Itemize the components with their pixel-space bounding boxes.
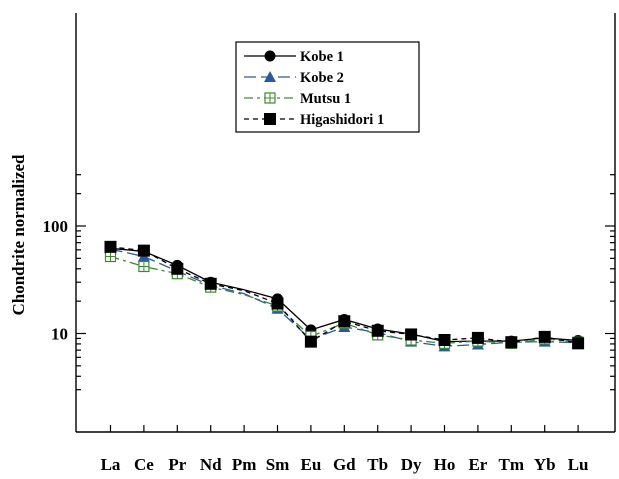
data-point-higashidori-1-pr	[171, 262, 184, 275]
y-axis-label: Chondrite normalized	[9, 154, 28, 316]
series-markers	[104, 240, 585, 352]
legend: Kobe 1 Kobe 2 Mutsu 1 Higashidori 1	[235, 41, 420, 133]
data-point-higashidori-1-gd	[338, 315, 351, 328]
data-point-higashidori-1-yb	[538, 330, 551, 343]
legend-marker-mutsu-1	[264, 92, 276, 104]
data-point-higashidori-1-la	[104, 240, 117, 253]
axes	[75, 13, 616, 433]
x-tick-label-pm: Pm	[232, 455, 257, 474]
series-line-higashidori-1	[110, 246, 579, 344]
data-point-higashidori-1-sm	[271, 297, 284, 310]
x-tick-label-nd: Nd	[200, 455, 222, 474]
x-tick-label-lu: Lu	[568, 455, 589, 474]
legend-marker-kobe-1	[264, 50, 276, 62]
data-point-mutsu-1-ce	[138, 260, 150, 273]
x-tick-label-eu: Eu	[301, 455, 322, 474]
legend-label-mutsu-1: Mutsu 1	[300, 91, 351, 107]
data-point-higashidori-1-er	[471, 331, 484, 344]
data-point-higashidori-1-dy	[405, 328, 418, 341]
x-tick-label-tm: Tm	[499, 455, 525, 474]
axis-ticks	[76, 174, 615, 432]
data-point-mutsu-1-la	[104, 250, 117, 263]
legend-marker-kobe-2	[264, 71, 276, 82]
data-point-higashidori-1-ho	[438, 334, 451, 347]
data-point-higashidori-1-lu	[572, 337, 585, 350]
data-point-higashidori-1-ce	[137, 244, 150, 257]
legend-label-higashidori-1: Higashidori 1	[300, 112, 384, 128]
legend-label-kobe-1: Kobe 1	[300, 49, 344, 65]
x-tick-label-gd: Gd	[333, 455, 356, 474]
x-tick-label-ho: Ho	[434, 455, 456, 474]
data-point-higashidori-1-tm	[505, 336, 518, 349]
x-tick-label-pr: Pr	[168, 455, 186, 474]
data-point-higashidori-1-nd	[204, 277, 217, 290]
x-tick-label-la: La	[101, 455, 121, 474]
x-tick-label-yb: Yb	[534, 455, 556, 474]
data-point-higashidori-1-eu	[304, 335, 317, 348]
y-tick-label: 100	[43, 217, 69, 236]
data-point-higashidori-1-tb	[371, 324, 384, 337]
x-tick-label-er: Er	[468, 455, 487, 474]
x-tick-label-ce: Ce	[134, 455, 154, 474]
y-tick-label: 10	[51, 325, 68, 344]
x-tick-label-dy: Dy	[401, 455, 422, 474]
x-tick-label-tb: Tb	[367, 455, 388, 474]
legend-label-kobe-2: Kobe 2	[300, 70, 344, 86]
legend-marker-higashidori-1	[264, 113, 276, 125]
x-tick-label-sm: Sm	[266, 455, 290, 474]
y-tick-labels: 10 100	[43, 217, 69, 344]
x-tick-labels: La Ce Pr Nd Pm Sm Eu Gd Tb Dy Ho Er Tm Yb Lu	[101, 455, 589, 474]
